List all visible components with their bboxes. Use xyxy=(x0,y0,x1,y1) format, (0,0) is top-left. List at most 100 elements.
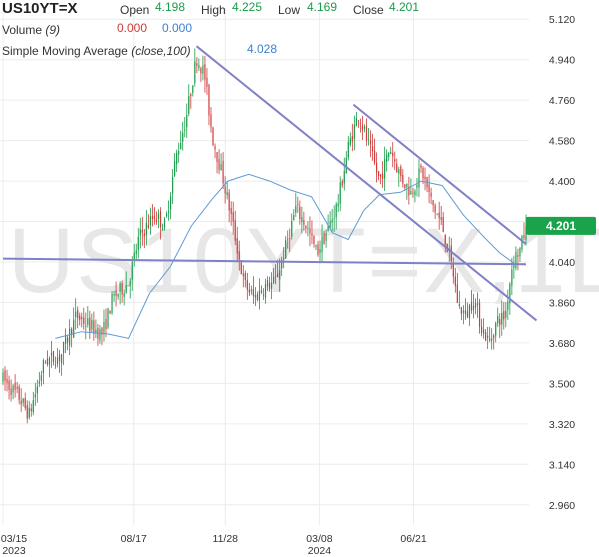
candle xyxy=(10,379,12,402)
candle xyxy=(8,375,10,400)
candle xyxy=(380,173,382,185)
trendline[interactable] xyxy=(2,257,527,266)
trendline[interactable] xyxy=(195,45,538,322)
candle xyxy=(155,211,158,225)
candle xyxy=(48,356,51,378)
candle xyxy=(339,176,341,212)
candle xyxy=(139,217,141,249)
candle xyxy=(77,306,79,329)
candle xyxy=(62,341,65,366)
candle xyxy=(436,213,438,216)
candle xyxy=(416,177,418,197)
candle xyxy=(287,230,289,249)
candle xyxy=(50,340,53,368)
candle xyxy=(252,276,254,304)
candle xyxy=(260,285,263,295)
candle xyxy=(505,301,507,328)
candle xyxy=(305,225,307,234)
volume-value-2: 0.000 xyxy=(162,21,193,35)
candle xyxy=(44,360,47,364)
candle xyxy=(460,306,462,321)
candle xyxy=(353,115,355,151)
candle xyxy=(42,358,44,385)
candle xyxy=(234,210,236,246)
close-label: Close xyxy=(353,3,384,17)
candle xyxy=(18,384,20,405)
candle xyxy=(414,189,416,203)
candle xyxy=(503,301,505,330)
candle xyxy=(145,210,147,246)
candle xyxy=(386,149,388,172)
last-price-tag: 4.201 xyxy=(526,216,596,235)
candle xyxy=(517,248,519,271)
candle xyxy=(165,211,168,218)
candle xyxy=(444,234,446,253)
candle xyxy=(426,176,428,193)
candle xyxy=(192,84,194,97)
candle xyxy=(347,136,349,161)
volume-value-1: 0.000 xyxy=(117,21,148,35)
candle xyxy=(432,200,434,213)
candle xyxy=(56,348,59,368)
candle xyxy=(137,227,139,259)
candle xyxy=(297,196,299,213)
last-price-value: 4.201 xyxy=(546,219,576,233)
candle xyxy=(474,298,477,315)
candle xyxy=(337,194,339,213)
candle xyxy=(482,318,485,339)
close-value: 4.201 xyxy=(389,0,420,14)
candle xyxy=(480,318,483,337)
candle xyxy=(357,119,359,128)
volume-label-text: Volume xyxy=(2,23,43,37)
candle xyxy=(277,259,279,278)
candle xyxy=(248,282,250,297)
candle xyxy=(105,308,107,338)
candle xyxy=(117,293,119,300)
candle xyxy=(153,207,156,225)
candle xyxy=(361,115,364,141)
candle xyxy=(270,272,273,300)
candle xyxy=(52,350,55,366)
candle xyxy=(109,309,111,314)
candle xyxy=(406,183,408,200)
candle xyxy=(272,267,275,285)
candle xyxy=(75,298,77,330)
candle xyxy=(317,240,319,257)
candle xyxy=(174,152,176,177)
candle xyxy=(311,220,313,245)
grid-lines xyxy=(0,8,529,525)
candle xyxy=(434,203,436,220)
candle xyxy=(281,256,283,276)
candle xyxy=(408,176,410,205)
candle xyxy=(216,152,218,174)
candle xyxy=(250,285,252,295)
candle xyxy=(26,400,28,424)
candle xyxy=(452,257,454,284)
candle xyxy=(343,157,345,191)
candle xyxy=(266,276,269,291)
candle xyxy=(115,281,117,307)
candle xyxy=(129,278,131,299)
candle xyxy=(141,216,143,246)
candle xyxy=(147,214,149,230)
candle xyxy=(299,200,301,225)
sma-line xyxy=(55,173,527,339)
candle xyxy=(121,280,123,303)
candle xyxy=(99,324,101,344)
candle xyxy=(303,211,305,231)
candle xyxy=(285,236,287,259)
candle xyxy=(301,206,303,234)
y-tick-label: 5.120 xyxy=(549,14,575,26)
candle xyxy=(442,212,444,233)
y-tick-label: 4.580 xyxy=(549,136,575,148)
candle xyxy=(262,288,265,300)
candle xyxy=(113,290,115,302)
trendline[interactable] xyxy=(352,103,527,245)
candle xyxy=(456,272,458,304)
candle xyxy=(390,146,392,155)
candle xyxy=(22,397,24,407)
candle xyxy=(204,55,206,93)
candle xyxy=(402,168,404,188)
